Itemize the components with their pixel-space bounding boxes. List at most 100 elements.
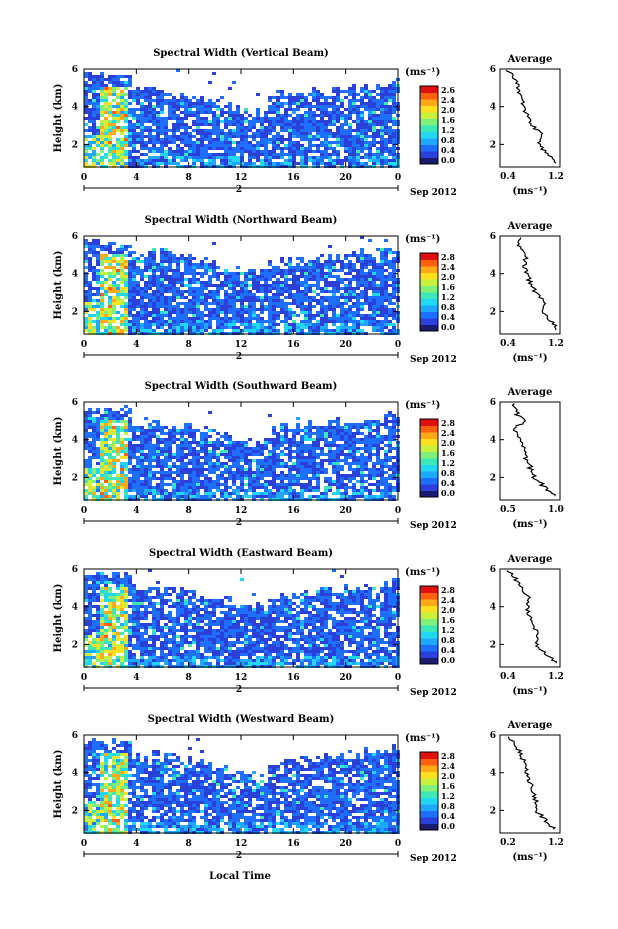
heatmap-cell <box>348 123 352 126</box>
heatmap-cell <box>244 456 248 459</box>
heatmap-cell <box>204 450 208 453</box>
heatmap-cell <box>168 317 172 320</box>
heatmap-cell <box>384 248 388 251</box>
heatmap-cell <box>328 435 332 438</box>
heatmap-cell <box>264 126 268 129</box>
heatmap-cell <box>148 269 152 272</box>
heatmap-cell <box>288 99 292 102</box>
heatmap-cell <box>220 299 224 302</box>
heatmap-cell <box>212 290 216 293</box>
heatmap-cell <box>164 471 168 474</box>
heatmap-cell <box>260 450 264 453</box>
heatmap-cell <box>336 317 340 320</box>
heatmap-cell <box>244 141 248 144</box>
heatmap-cell <box>148 102 152 105</box>
heatmap-cell <box>296 129 300 132</box>
heatmap-cell <box>240 308 244 311</box>
heatmap-cell <box>140 272 144 275</box>
heatmap-cell <box>152 465 156 468</box>
heatmap-cell <box>288 495 292 498</box>
heatmap-cell <box>108 465 112 468</box>
heatmap-cell <box>128 150 132 153</box>
heatmap-cell <box>108 248 112 251</box>
heatmap-cell <box>344 141 348 144</box>
heatmap-cell <box>84 441 88 444</box>
heatmap-cell <box>292 450 296 453</box>
heatmap-cell <box>288 287 292 290</box>
heatmap-cell <box>128 429 132 432</box>
heatmap-cell <box>392 257 396 260</box>
heatmap-cell <box>352 290 356 293</box>
heatmap-cell <box>136 120 140 123</box>
heatmap-cell <box>272 459 276 462</box>
heatmap-cell <box>224 293 228 296</box>
heatmap-cell <box>352 269 356 272</box>
heatmap-cell <box>316 329 320 332</box>
heatmap-cell <box>88 102 92 105</box>
x-tick-label: 16 <box>287 173 300 183</box>
heatmap-cell <box>140 296 144 299</box>
heatmap-cell <box>240 296 244 299</box>
heatmap-cell <box>232 132 236 135</box>
heatmap-cell <box>280 141 284 144</box>
heatmap-cell <box>324 108 328 111</box>
heatmap-cell <box>152 266 156 269</box>
heatmap-cell <box>120 429 124 432</box>
heatmap-cell <box>332 465 336 468</box>
heatmap-cell <box>304 99 308 102</box>
heatmap-cell <box>384 93 388 96</box>
heatmap-cell <box>224 314 228 317</box>
heatmap-cell <box>384 293 388 296</box>
heatmap-cell <box>84 72 88 75</box>
heatmap-cell <box>168 453 172 456</box>
heatmap-cell <box>108 126 112 129</box>
heatmap-cell <box>360 293 364 296</box>
heatmap-cell <box>192 102 196 105</box>
heatmap-cell <box>148 111 152 114</box>
heatmap-cell <box>144 144 148 147</box>
heatmap-cell <box>220 462 224 465</box>
heatmap-cell <box>348 93 352 96</box>
heatmap-cell <box>152 93 156 96</box>
heatmap-cell <box>324 480 328 483</box>
heatmap-cell <box>356 287 360 290</box>
heatmap-cell <box>172 99 176 102</box>
heatmap-cell <box>272 147 276 150</box>
heatmap-cell <box>216 477 220 480</box>
heatmap-cell <box>320 117 324 120</box>
heatmap-cell <box>360 126 364 129</box>
colorbar-tick-label: 0.0 <box>441 322 455 332</box>
heatmap-cell <box>172 329 176 332</box>
heatmap-cell <box>360 266 364 269</box>
heatmap-cell <box>272 138 276 141</box>
heatmap-cell <box>248 144 252 147</box>
heatmap-cell <box>200 117 204 120</box>
heatmap-cell <box>356 105 360 108</box>
heatmap-cell <box>180 483 184 486</box>
heatmap-cell <box>200 132 204 135</box>
heatmap-cell <box>108 263 112 266</box>
heatmap-cell <box>156 441 160 444</box>
heatmap-cell <box>380 290 384 293</box>
heatmap-cell <box>280 287 284 290</box>
heatmap-cell <box>108 266 112 269</box>
heatmap-cell <box>160 317 164 320</box>
heatmap-cell <box>276 456 280 459</box>
heatmap-cell <box>376 269 380 272</box>
heatmap-cell <box>272 269 276 272</box>
heatmap-cell <box>284 429 288 432</box>
heatmap-cell <box>120 156 124 159</box>
heatmap-cell <box>108 260 112 263</box>
heatmap-cell <box>188 320 192 323</box>
heatmap-cell <box>164 477 168 480</box>
heatmap-cell <box>292 159 296 162</box>
heatmap-cell <box>340 320 344 323</box>
heatmap-cell <box>340 123 344 126</box>
heatmap-cell <box>208 135 212 138</box>
heatmap-cell <box>228 326 232 329</box>
heatmap-cell <box>280 281 284 284</box>
heatmap-cell <box>272 314 276 317</box>
heatmap-cell <box>276 120 280 123</box>
heatmap-cell <box>160 251 164 254</box>
heatmap-cell <box>92 147 96 150</box>
